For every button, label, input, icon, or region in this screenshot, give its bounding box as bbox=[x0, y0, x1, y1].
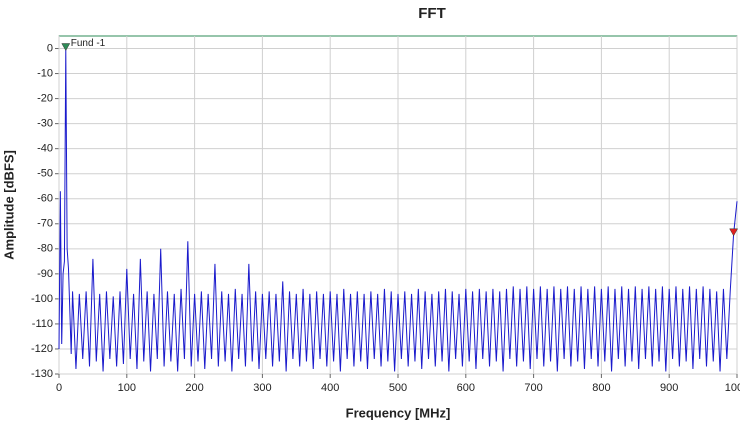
x-tick-label: 900 bbox=[660, 382, 678, 394]
x-tick-label: 300 bbox=[253, 382, 271, 394]
x-tick-label: 100 bbox=[118, 382, 136, 394]
spectrum-line bbox=[58, 48, 738, 372]
marker-label: Fund -1 bbox=[71, 38, 106, 49]
y-axis-label: Amplitude [dBFS] bbox=[1, 150, 16, 260]
x-tick-label: 600 bbox=[457, 382, 475, 394]
y-tick-label: -70 bbox=[37, 218, 53, 230]
y-tick-label: -90 bbox=[37, 268, 53, 280]
x-tick-label: 800 bbox=[592, 382, 610, 394]
y-tick-label: -80 bbox=[37, 243, 53, 255]
x-tick-label: 1000 bbox=[725, 382, 740, 394]
y-tick-label: -20 bbox=[37, 92, 53, 104]
y-tick-label: -120 bbox=[31, 343, 53, 355]
y-tick-label: -50 bbox=[37, 168, 53, 180]
y-tick-label: 0 bbox=[47, 42, 53, 54]
x-tick-label: 0 bbox=[56, 382, 62, 394]
chart-title: FFT bbox=[418, 5, 446, 22]
x-tick-label: 200 bbox=[185, 382, 203, 394]
y-tick-label: -130 bbox=[31, 368, 53, 380]
x-tick-label: 700 bbox=[524, 382, 542, 394]
marker bbox=[61, 43, 71, 52]
x-axis-label: Frequency [MHz] bbox=[346, 405, 451, 420]
x-tick-label: 400 bbox=[321, 382, 339, 394]
y-tick-label: -60 bbox=[37, 193, 53, 205]
x-tick-label: 500 bbox=[389, 382, 407, 394]
y-tick-label: -40 bbox=[37, 143, 53, 155]
y-tick-label: -110 bbox=[32, 318, 53, 330]
y-tick-label: -100 bbox=[31, 293, 53, 305]
marker bbox=[729, 228, 739, 237]
y-tick-label: -10 bbox=[37, 67, 53, 79]
y-tick-label: -30 bbox=[37, 118, 53, 130]
